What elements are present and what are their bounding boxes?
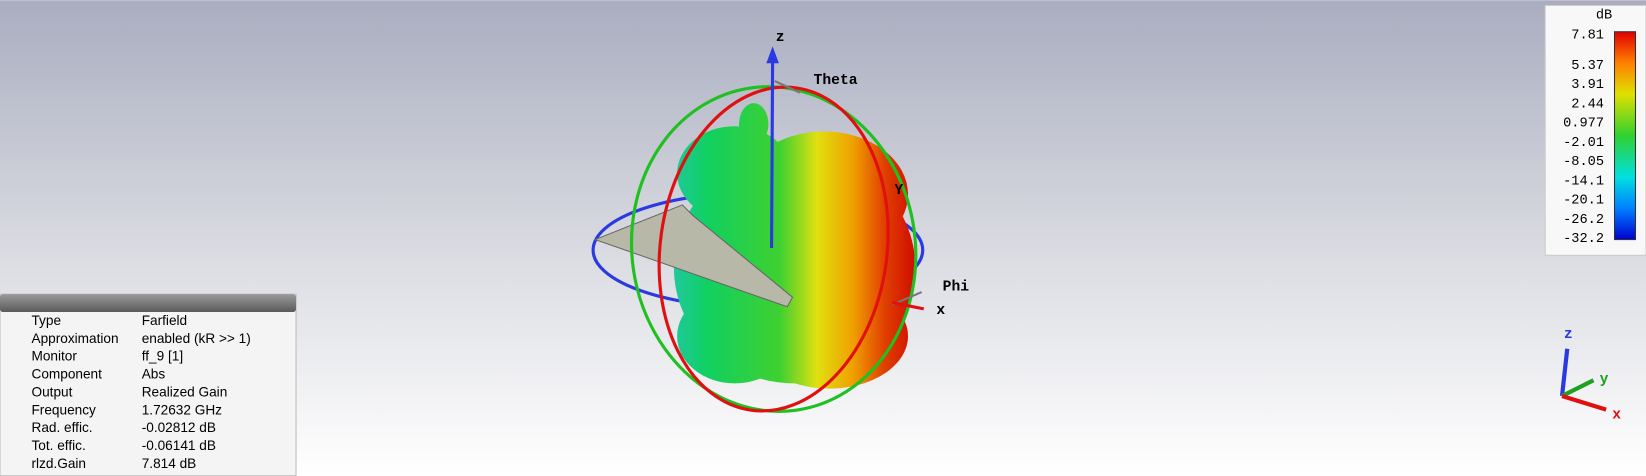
- info-value: 1.72632 GHz: [142, 402, 222, 417]
- triad-y: [1561, 378, 1595, 398]
- info-label: rlzd.Gain: [31, 456, 86, 471]
- colorbar-tick-label: -26.2: [1563, 213, 1604, 228]
- info-value: -0.02812 dB: [142, 420, 216, 435]
- z-label: z: [776, 30, 785, 46]
- farfield-scene: z Theta Y Phi x: [591, 30, 970, 413]
- colorbar-tick-label: -32.2: [1563, 232, 1604, 247]
- theta-ring-red: [657, 85, 890, 413]
- triad-x: [1561, 393, 1607, 412]
- info-value: 7.814 dB: [142, 456, 197, 471]
- triad-z-label: z: [1564, 327, 1573, 343]
- colorbar-tick-label: -8.05: [1563, 155, 1604, 170]
- info-label: Tot. effic.: [31, 438, 85, 453]
- colorbar-scale: [1613, 31, 1637, 241]
- colorbar-tick-label: 7.81: [1571, 28, 1604, 43]
- colorbar-tick-label: -2.01: [1563, 136, 1604, 151]
- info-label: Frequency: [31, 402, 96, 417]
- antenna-board: [593, 204, 794, 308]
- colorbar-tick-label: 3.91: [1571, 78, 1604, 93]
- info-label: Approximation: [31, 331, 118, 346]
- phi-label: Phi: [943, 280, 970, 296]
- info-label: Rad. effic.: [31, 420, 92, 435]
- info-label: Monitor: [31, 349, 77, 364]
- info-value: Realized Gain: [142, 384, 228, 399]
- info-box: [0, 293, 297, 476]
- pattern-surface: [673, 103, 916, 389]
- info-value: Farfield: [142, 313, 187, 328]
- x-axis: [891, 301, 925, 311]
- info-header: [0, 294, 297, 313]
- colorbar-tick-label: 0.977: [1563, 117, 1604, 132]
- info-panel: Type Farfield Approximation enabled (kR >> …: [0, 293, 297, 476]
- info-value: enabled (kR >> 1): [142, 331, 251, 346]
- triad-x-label: x: [1612, 408, 1621, 424]
- theta-label: Theta: [814, 73, 858, 89]
- info-label: Output: [31, 384, 72, 399]
- axis-triad: z y x: [1559, 327, 1621, 424]
- theta-ring-green: [629, 85, 918, 413]
- colorbar-tick-label: 5.37: [1571, 59, 1604, 74]
- z-axis: [769, 57, 775, 248]
- colorbar-tick-label: -20.1: [1563, 194, 1604, 209]
- info-value: -0.06141 dB: [142, 438, 216, 453]
- colorbar-tick-label: -14.1: [1563, 174, 1604, 189]
- z-arrow: [766, 46, 779, 64]
- info-value: ff_9 [1]: [142, 349, 183, 364]
- colorbar: dB 7.81 5.37 3.91 2.44 0.977 -2.01 -8.05 -14.1 -…: [1544, 4, 1646, 256]
- colorbar-unit: dB: [1596, 9, 1612, 24]
- colorbar-tick-label: 2.44: [1571, 97, 1604, 112]
- theta-arrow: [774, 80, 801, 94]
- x-label: x: [936, 303, 945, 319]
- info-value: Abs: [142, 367, 166, 382]
- y-label: Y: [894, 183, 903, 199]
- triad-z: [1559, 348, 1570, 397]
- triad-y-label: y: [1600, 372, 1609, 388]
- info-label: Component: [31, 367, 102, 382]
- info-label: Type: [31, 313, 61, 328]
